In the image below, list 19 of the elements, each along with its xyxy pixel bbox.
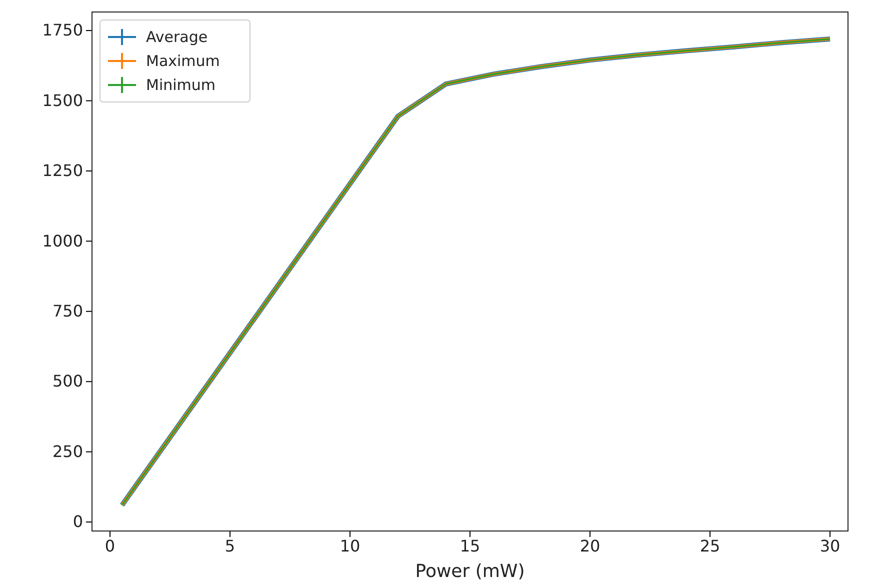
x-tick-label: 10: [340, 536, 360, 556]
y-tick-label: 1750: [42, 20, 83, 40]
x-tick-label: 15: [460, 536, 480, 556]
y-tick-label: 1000: [42, 231, 83, 250]
y-tick-label: 250: [52, 442, 83, 461]
y-tick-label: 1250: [42, 161, 83, 180]
legend-label: Maximum: [146, 52, 220, 70]
x-tick-label: 5: [224, 536, 236, 556]
y-tick-label: 750: [52, 302, 83, 320]
x-tick-label: 25: [700, 536, 720, 556]
y-tick-label: 500: [52, 372, 83, 391]
x-tick-label: 0: [104, 536, 116, 556]
y-tick-label: 0: [72, 512, 83, 532]
x-tick-label: 20: [580, 536, 600, 556]
x-axis-title: Power (mW): [415, 561, 525, 582]
y-tick-label: 1500: [42, 90, 83, 110]
legend-label: Minimum: [146, 76, 216, 94]
legend-label: Average: [146, 28, 208, 46]
x-tick-label: 30: [820, 536, 840, 556]
